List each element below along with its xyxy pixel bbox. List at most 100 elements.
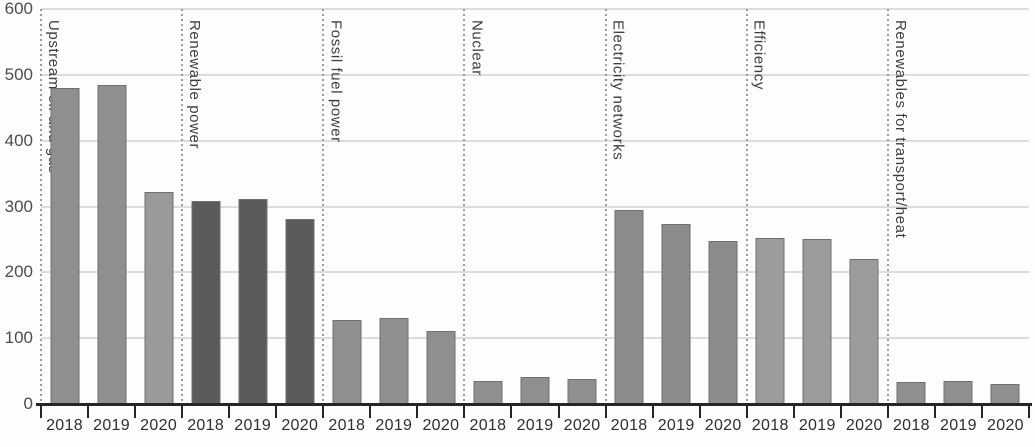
y-tick-label: 600 xyxy=(4,0,33,18)
axis-tick xyxy=(322,403,325,418)
category-separator xyxy=(181,9,184,404)
x-tick-label: 2020 xyxy=(563,417,601,434)
category-group-electricity-networks: Electricity networks xyxy=(604,9,747,404)
gridline xyxy=(41,73,1029,76)
bar-fossil-fuel-power-2020 xyxy=(426,330,456,404)
x-tick-label: 2020 xyxy=(987,417,1024,434)
bar-electricity-networks-2018 xyxy=(614,210,644,404)
bar-fossil-fuel-power-2019 xyxy=(379,317,409,404)
axis-tick xyxy=(698,403,701,418)
bar-nuclear-2019 xyxy=(520,377,550,404)
axis-tick xyxy=(40,403,42,418)
x-tick-label: 2018 xyxy=(328,417,366,434)
axis-tick xyxy=(980,403,983,418)
x-tick-label: 2018 xyxy=(610,417,648,434)
bar-upstream-oil-and-gas-2019 xyxy=(97,84,127,404)
category-separator xyxy=(40,9,42,404)
bar-nuclear-2018 xyxy=(473,380,503,404)
y-tick-label: 500 xyxy=(4,64,33,84)
x-tick-label: 2020 xyxy=(845,417,883,434)
gridline xyxy=(41,337,1029,340)
bar-renewables-for-transport-heat-2019 xyxy=(943,380,973,404)
bar-renewables-for-transport-heat-2020 xyxy=(990,383,1020,404)
axis-tick xyxy=(557,403,560,418)
bar-renewable-power-2018 xyxy=(191,201,221,404)
category-separator xyxy=(745,9,748,404)
x-tick-label: 2020 xyxy=(704,417,742,434)
x-tick-label: 2018 xyxy=(187,417,225,434)
bar-efficiency-2019 xyxy=(802,238,832,404)
category-label: Renewable power xyxy=(186,20,204,150)
category-label: Electricity networks xyxy=(609,20,627,161)
category-group-renewable-power: Renewable power xyxy=(181,9,323,404)
category-separator xyxy=(604,9,607,404)
gridline xyxy=(41,205,1029,208)
category-group-upstream-oil-and-gas: Upstream oil and gas xyxy=(40,9,182,404)
axis-tick xyxy=(463,403,466,418)
x-tick-label: 2019 xyxy=(939,417,977,434)
category-label: Efficiency xyxy=(750,20,768,90)
category-group-nuclear: Nuclear xyxy=(463,9,605,404)
bar-renewable-power-2019 xyxy=(238,199,268,404)
axis-tick xyxy=(1028,403,1030,418)
category-label: Nuclear xyxy=(468,20,486,76)
axis-tick xyxy=(839,403,842,418)
axis-tick xyxy=(651,403,654,418)
y-tick-label: 100 xyxy=(4,328,33,348)
x-tick-label: 2020 xyxy=(422,417,460,434)
x-tick-label: 2018 xyxy=(892,417,930,434)
bar-renewable-power-2020 xyxy=(285,219,315,404)
y-tick-label: 400 xyxy=(4,130,33,150)
category-separator xyxy=(322,9,325,404)
category-group-efficiency: Efficiency xyxy=(745,9,888,404)
x-tick-label: 2018 xyxy=(751,417,789,434)
x-tick-label: 2019 xyxy=(375,417,413,434)
axis-tick xyxy=(510,403,513,418)
x-tick-label: 2019 xyxy=(798,417,836,434)
bar-renewables-for-transport-heat-2018 xyxy=(896,381,926,404)
axis-tick xyxy=(275,403,278,418)
category-group-renewables-for-transport-heat: Renewables for transport/heat xyxy=(886,9,1029,404)
x-tick-label: 2018 xyxy=(46,417,83,434)
axis-tick xyxy=(745,403,748,418)
axis-tick xyxy=(886,403,889,418)
axis-tick xyxy=(369,403,372,418)
axis-tick xyxy=(134,403,137,418)
y-tick-label: 200 xyxy=(4,262,33,282)
gridline xyxy=(41,271,1029,274)
category-label: Fossil fuel power xyxy=(327,20,345,143)
bar-upstream-oil-and-gas-2020 xyxy=(144,192,174,404)
category-separator xyxy=(886,9,889,404)
bar-nuclear-2020 xyxy=(567,378,597,404)
y-tick-label: 300 xyxy=(4,196,33,216)
category-label: Renewables for transport/heat xyxy=(891,20,909,239)
x-tick-label: 2020 xyxy=(281,417,319,434)
axis-tick xyxy=(792,403,795,418)
x-tick-label: 2018 xyxy=(469,417,507,434)
category-separator xyxy=(463,9,466,404)
gridline xyxy=(41,8,1029,10)
x-tick-label: 2019 xyxy=(516,417,554,434)
bar-electricity-networks-2020 xyxy=(708,240,738,404)
bar-upstream-oil-and-gas-2018 xyxy=(50,88,80,404)
y-tick-label: 0 xyxy=(23,394,33,413)
x-tick-label: 2020 xyxy=(140,417,178,434)
x-tick-label: 2019 xyxy=(93,417,130,434)
bar-efficiency-2020 xyxy=(849,258,879,404)
category-group-fossil-fuel-power: Fossil fuel power xyxy=(322,9,464,404)
bar-fossil-fuel-power-2018 xyxy=(332,319,362,404)
bar-electricity-networks-2019 xyxy=(661,223,691,404)
gridline xyxy=(41,139,1029,142)
axis-tick xyxy=(87,403,90,418)
axis-tick xyxy=(228,403,231,418)
x-tick-label: 2019 xyxy=(234,417,272,434)
x-axis-line xyxy=(36,403,1032,406)
x-tick-label: 2019 xyxy=(657,417,695,434)
axis-tick xyxy=(181,403,184,418)
bar-efficiency-2018 xyxy=(755,238,785,404)
axis-tick xyxy=(604,403,607,418)
axis-tick xyxy=(933,403,936,418)
plot-area: Upstream oil and gasRenewable power Fossi… xyxy=(40,8,1029,404)
axis-tick xyxy=(416,403,419,418)
